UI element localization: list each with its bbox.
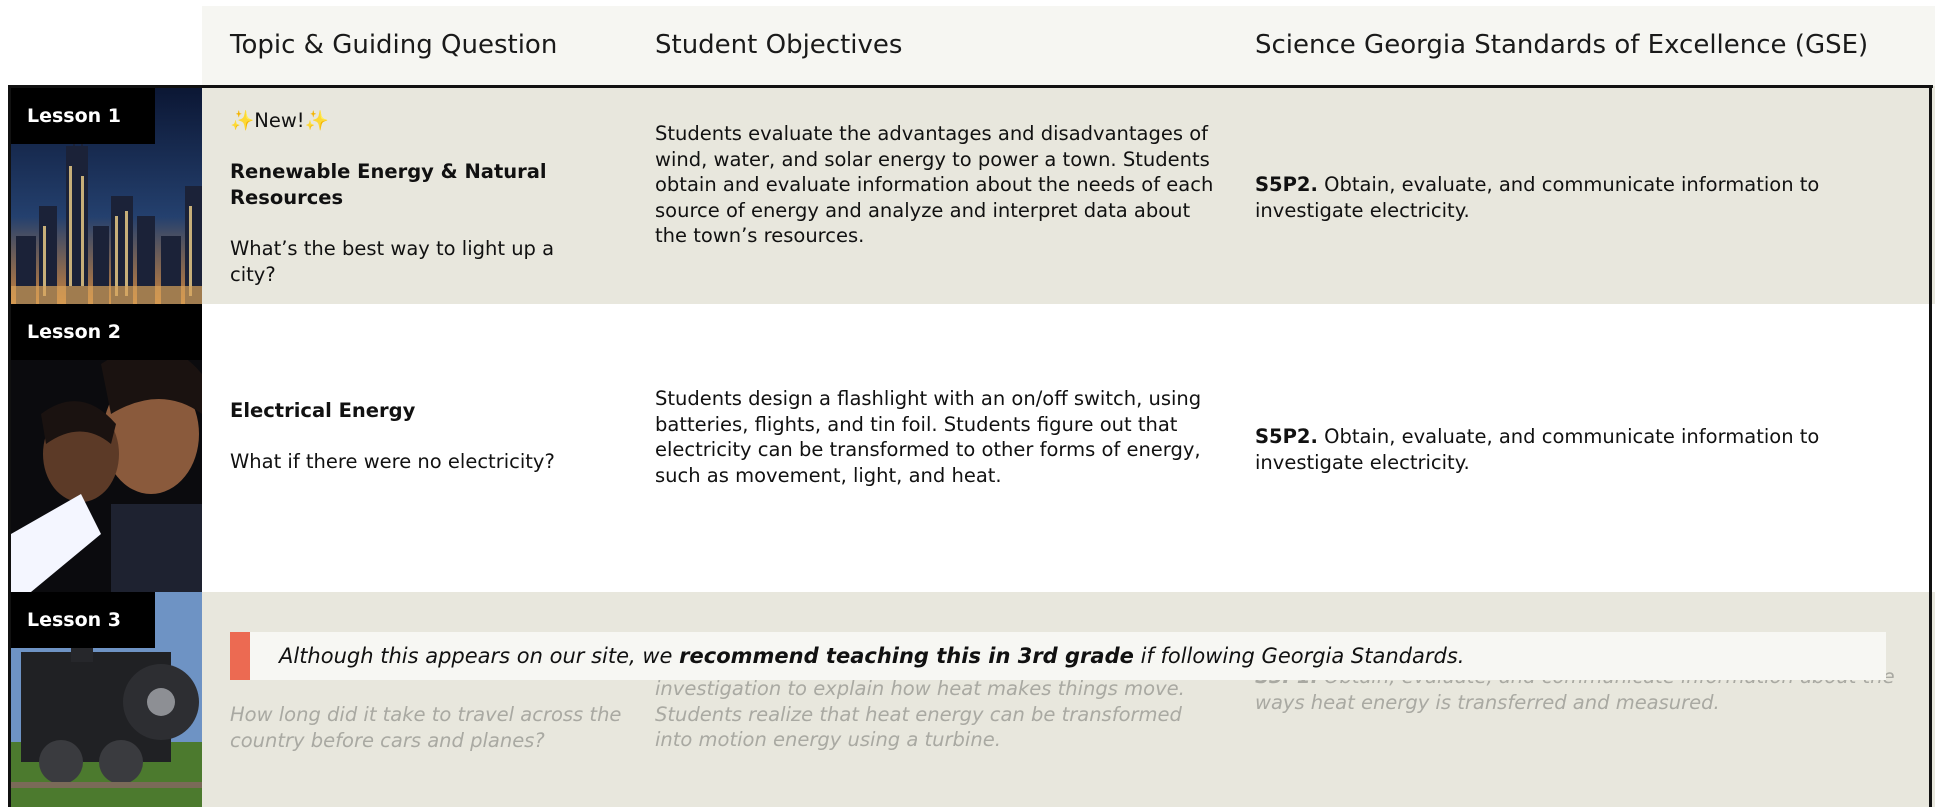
header-bar (202, 6, 1935, 86)
standard-text: Obtain, evaluate, and communicate inform… (1255, 173, 1820, 222)
standard-code: S5P2. (1255, 425, 1318, 448)
guiding-question: What if there were no electricity? (230, 450, 555, 473)
column-header: Topic & Guiding Question (230, 30, 558, 60)
lesson-label: Lesson 1 (11, 88, 155, 144)
standard-code: S5P2. (1255, 173, 1318, 196)
column-header: Science Georgia Standards of Excellence … (1255, 30, 1869, 60)
objectives: Students evaluate the advantages and dis… (655, 122, 1214, 247)
column-header: Student Objectives (655, 30, 903, 60)
standard: S5P2. Obtain, evaluate, and communicate … (1255, 172, 1915, 223)
objectives: Students design a flashlight with an on/… (655, 387, 1202, 487)
topic-title: Renewable Energy & Natural Resources (230, 160, 547, 209)
lesson-row (202, 86, 1935, 304)
objectives: investigation to explain how heat makes … (655, 677, 1185, 751)
table-border (8, 85, 1933, 88)
notice-text-before: Although this appears on our site, we (279, 644, 673, 668)
notice-banner: Although this appears on our site, we re… (230, 632, 1886, 680)
lesson-label: Lesson 3 (11, 592, 155, 648)
table-border (8, 85, 11, 807)
guiding-question: What’s the best way to light up a city? (230, 237, 555, 286)
standard-text: Obtain, evaluate, and communicate inform… (1255, 425, 1820, 474)
standard: S5P2. Obtain, evaluate, and communicate … (1255, 424, 1915, 475)
notice-text-after: if following Georgia Standards. (1140, 644, 1465, 668)
lesson-row (202, 592, 1935, 807)
topic-title: Electrical Energy (230, 399, 416, 422)
notice-emphasis: recommend teaching this in 3rd grade (679, 644, 1134, 668)
notice-text: Although this appears on our site, we re… (279, 632, 1464, 680)
guiding-question: How long did it take to travel across th… (230, 703, 622, 752)
badge: ✨New!✨ (230, 109, 329, 132)
lesson-label: Lesson 2 (11, 304, 202, 360)
lesson-row (202, 304, 1935, 592)
notice-accent (230, 632, 250, 680)
table-border (1929, 85, 1932, 807)
